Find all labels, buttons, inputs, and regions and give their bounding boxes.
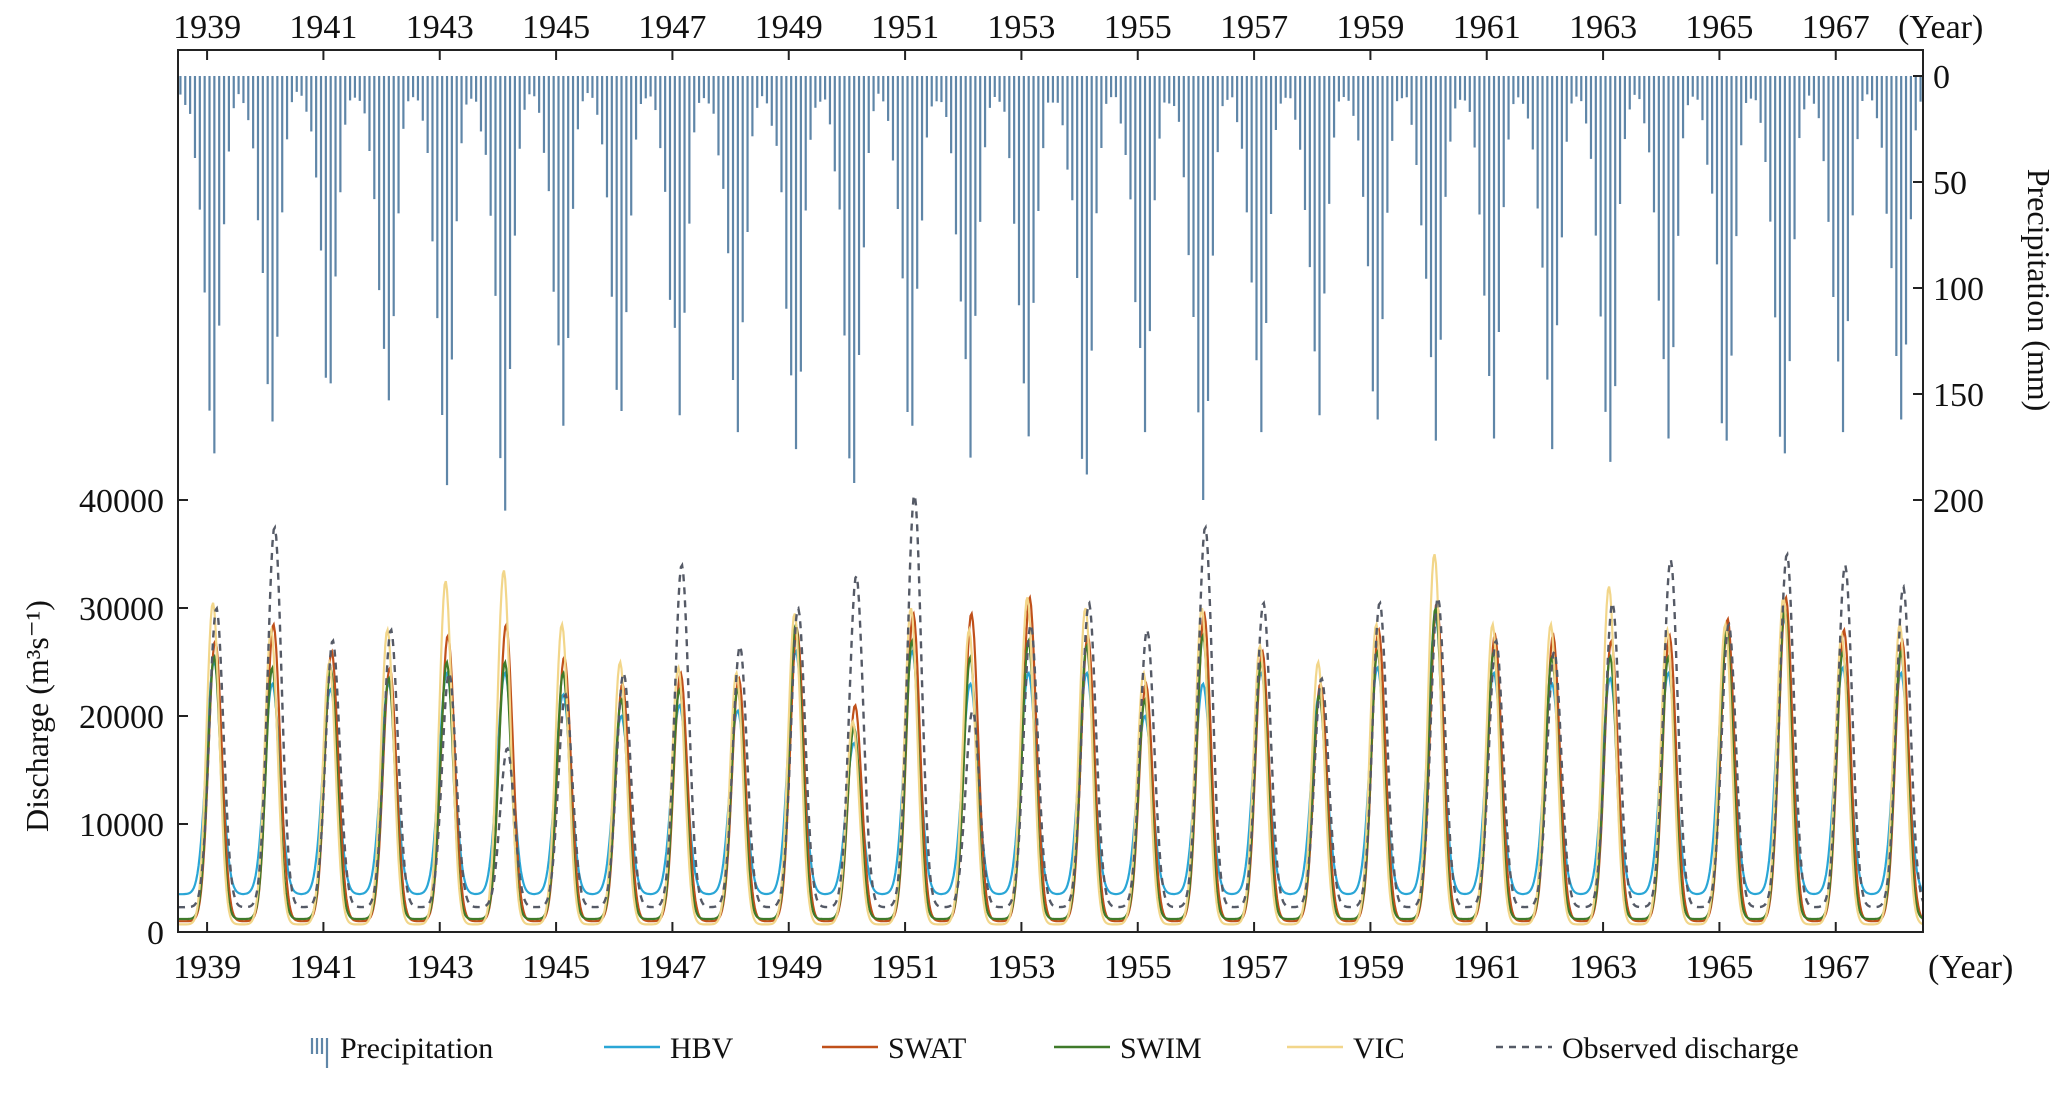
top-year-label: 1957 bbox=[1220, 9, 1288, 46]
legend-label: HBV bbox=[670, 1032, 734, 1065]
top-year-label: 1959 bbox=[1336, 9, 1404, 46]
bottom-year-label: 1945 bbox=[522, 949, 590, 986]
top-year-label: 1967 bbox=[1802, 9, 1870, 46]
left-tick-label: 30000 bbox=[79, 591, 164, 628]
legend-item-precipitation: Precipitation bbox=[310, 1032, 493, 1068]
top-year-label: 1947 bbox=[638, 9, 706, 46]
right-axis-title: Precipitation (mm) bbox=[2021, 169, 2057, 412]
bottom-year-label: 1953 bbox=[987, 949, 1055, 986]
bottom-year-label: 1947 bbox=[638, 949, 706, 986]
left-tick-label: 0 bbox=[147, 915, 164, 952]
top-year-label: 1949 bbox=[755, 9, 823, 46]
top-year-label: 1953 bbox=[987, 9, 1055, 46]
legend: Precipitation HBV SWAT SWIM VIC Observed disc… bbox=[310, 1032, 1799, 1068]
series-line-vic bbox=[178, 553, 1924, 926]
left-axis-title: Discharge (m³s⁻¹) bbox=[19, 600, 55, 832]
axes: 1939 1939 1941 1941 1943 1943 1945 1945 1947 1947… bbox=[79, 9, 1984, 986]
series-line-hbv bbox=[178, 616, 1924, 896]
top-year-label: 1945 bbox=[522, 9, 590, 46]
legend-label: SWAT bbox=[888, 1032, 966, 1065]
bottom-year-label: 1941 bbox=[289, 949, 357, 986]
series-line-swim bbox=[178, 604, 1924, 921]
legend-label: Precipitation bbox=[340, 1032, 493, 1065]
bottom-year-label: 1959 bbox=[1336, 949, 1404, 986]
bottom-year-label: 1955 bbox=[1104, 949, 1172, 986]
legend-label: Observed discharge bbox=[1562, 1032, 1799, 1065]
legend-item-vic: VIC bbox=[1287, 1032, 1405, 1065]
bottom-year-label: 1963 bbox=[1569, 949, 1637, 986]
plot-border bbox=[177, 49, 1924, 933]
left-tick-label: 40000 bbox=[79, 483, 164, 520]
legend-item-hbv: HBV bbox=[604, 1032, 734, 1065]
legend-label: VIC bbox=[1353, 1032, 1405, 1065]
left-tick-label: 10000 bbox=[79, 807, 164, 844]
top-year-label: 1951 bbox=[871, 9, 939, 46]
right-tick-label: 200 bbox=[1933, 483, 1984, 520]
right-tick-label: 150 bbox=[1933, 377, 1984, 414]
bottom-year-label: 1943 bbox=[406, 949, 474, 986]
top-year-label: 1943 bbox=[406, 9, 474, 46]
bottom-year-unit-label: (Year) bbox=[1928, 949, 2013, 986]
legend-item-observed-discharge: Observed discharge bbox=[1496, 1032, 1799, 1065]
bottom-year-label: 1939 bbox=[173, 949, 241, 986]
top-year-label: 1961 bbox=[1453, 9, 1521, 46]
top-year-unit-label: (Year) bbox=[1898, 9, 1983, 46]
series-line-observed bbox=[178, 491, 1925, 909]
bottom-year-label: 1949 bbox=[755, 949, 823, 986]
left-axis-title-label: Discharge bbox=[19, 703, 55, 832]
bottom-year-label: 1957 bbox=[1220, 949, 1288, 986]
discharge-series bbox=[178, 491, 1925, 926]
plot-frame bbox=[177, 49, 1924, 933]
bottom-year-label: 1965 bbox=[1685, 949, 1753, 986]
legend-item-swim: SWIM bbox=[1054, 1032, 1202, 1065]
precipitation-bars bbox=[179, 76, 1922, 511]
bottom-year-label: 1951 bbox=[871, 949, 939, 986]
bottom-year-label: 1967 bbox=[1802, 949, 1870, 986]
top-year-label: 1965 bbox=[1685, 9, 1753, 46]
top-year-label: 1955 bbox=[1104, 9, 1172, 46]
legend-item-swat: SWAT bbox=[822, 1032, 966, 1065]
right-tick-label: 50 bbox=[1933, 165, 1967, 202]
bottom-year-label: 1961 bbox=[1453, 949, 1521, 986]
top-year-label: 1963 bbox=[1569, 9, 1637, 46]
left-tick-label: 20000 bbox=[79, 699, 164, 736]
top-year-label: 1941 bbox=[289, 9, 357, 46]
right-tick-label: 100 bbox=[1933, 271, 1984, 308]
legend-label: SWIM bbox=[1120, 1032, 1202, 1065]
right-tick-label: 0 bbox=[1933, 59, 1950, 96]
top-year-label: 1939 bbox=[173, 9, 241, 46]
left-axis-title-unit: (m³s⁻¹) bbox=[19, 600, 55, 695]
